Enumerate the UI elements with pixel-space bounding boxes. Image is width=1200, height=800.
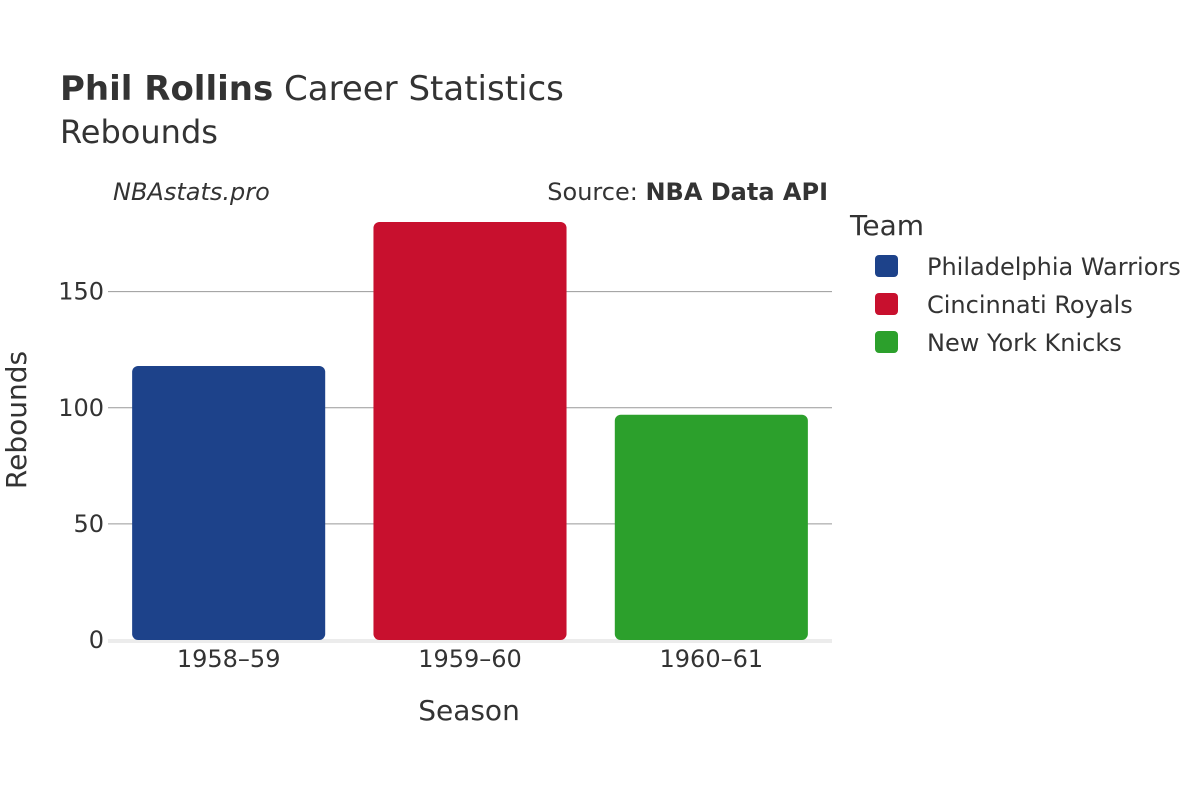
y-tick-label: 0 [89,626,104,654]
legend-swatch [875,293,898,315]
bars [132,222,808,640]
chart-subtitle: Rebounds [60,113,218,151]
chart-title: Phil Rollins Career Statistics [60,69,564,109]
y-axis-title: Rebounds [0,351,33,489]
legend-item-label[interactable]: New York Knicks [927,329,1122,357]
y-tick-label: 150 [58,278,104,306]
bar[interactable] [373,222,567,640]
legend-swatch [875,331,898,353]
title-rest: Career Statistics [273,69,564,109]
x-tick-labels: 1958–59 1959–60 1960–61 [177,645,763,673]
source-prefix: Source: [547,178,645,206]
x-axis-title: Season [418,694,520,727]
y-tick-label: 50 [73,510,104,538]
x-tick-label: 1960–61 [660,645,764,673]
y-tick-label: 100 [58,394,104,422]
legend-swatch [875,255,898,277]
x-tick-label: 1958–59 [177,645,281,673]
legend: Philadelphia Warriors Cincinnati Royals Ne… [875,253,1181,357]
source-name: NBA Data API [645,178,828,206]
player-name: Phil Rollins [60,69,273,109]
bar[interactable] [614,414,808,640]
legend-item-label[interactable]: Philadelphia Warriors [927,253,1181,281]
bar[interactable] [132,365,326,640]
y-tick-labels: 0 50 100 150 [58,278,104,654]
source-label: Source: NBA Data API [547,178,828,206]
brand-label: NBAstats.pro [113,178,270,206]
legend-title: Team [849,209,924,242]
x-tick-label: 1959–60 [418,645,522,673]
legend-item-label[interactable]: Cincinnati Royals [927,291,1133,319]
